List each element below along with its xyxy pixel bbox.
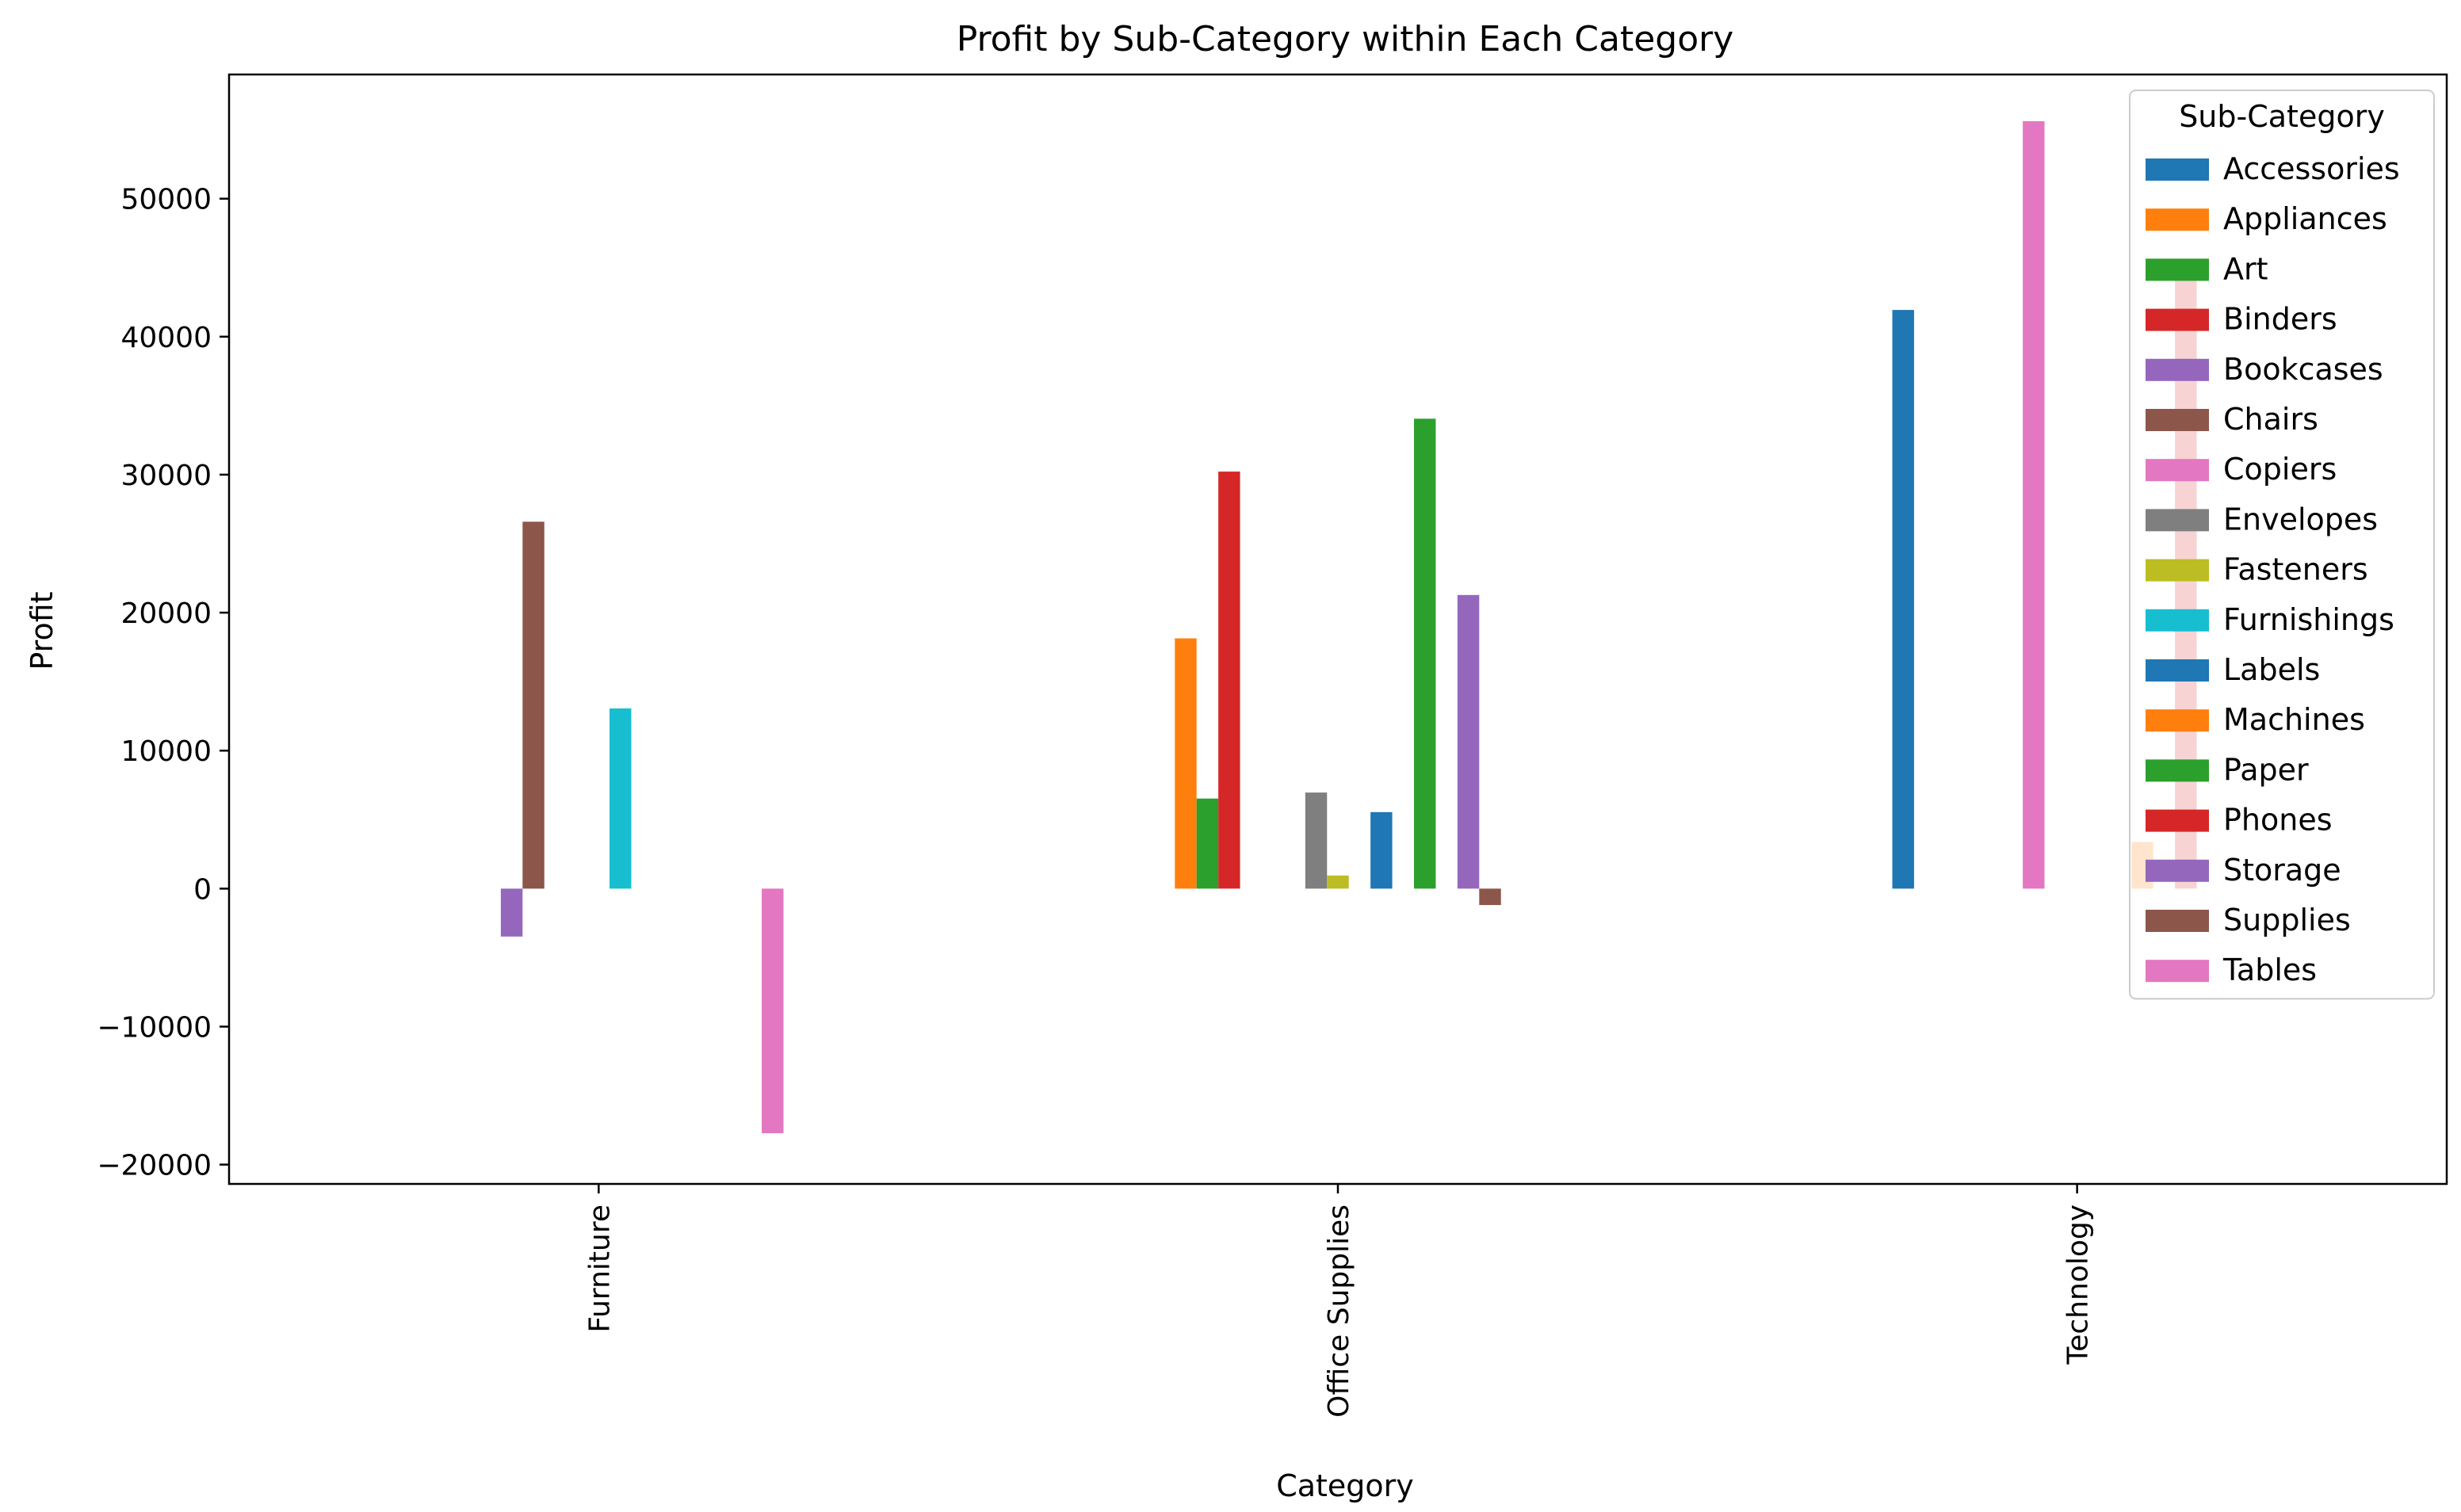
bar-art-office-supplies xyxy=(1196,798,1219,889)
plot-area xyxy=(500,120,2197,1133)
legend-swatch-binders xyxy=(2146,308,2209,331)
legend: Sub-Category Accessories Appliances Art Bind… xyxy=(2129,90,2435,1000)
y-tick-label: 10000 xyxy=(120,735,212,768)
bar-copiers-technology xyxy=(2023,120,2045,889)
legend-label-tables: Tables xyxy=(2222,953,2317,987)
legend-swatch-copiers xyxy=(2146,459,2209,482)
legend-label-appliances: Appliances xyxy=(2223,201,2387,236)
legend-label-copiers: Copiers xyxy=(2223,452,2337,487)
legend-swatch-bookcases xyxy=(2146,358,2209,381)
x-tick-label-technology: Technology xyxy=(2062,1205,2095,1365)
x-tick-label-office-supplies: Office Supplies xyxy=(1323,1205,1355,1418)
legend-swatch-tables xyxy=(2146,960,2209,983)
legend-label-paper: Paper xyxy=(2223,752,2309,787)
legend-swatch-machines xyxy=(2146,709,2209,732)
bar-fasteners-office-supplies xyxy=(1327,875,1349,889)
bar-chairs-furniture xyxy=(522,521,545,889)
y-tick-label: 40000 xyxy=(120,322,212,354)
legend-label-envelopes: Envelopes xyxy=(2223,502,2378,536)
legend-label-fasteners: Fasteners xyxy=(2223,552,2368,587)
bar-storage-office-supplies xyxy=(1457,594,1480,889)
legend-label-storage: Storage xyxy=(2223,853,2341,888)
bar-envelopes-office-supplies xyxy=(1305,792,1328,889)
x-axis-label: Category xyxy=(1276,1468,1414,1503)
axes: −20000 −10000 0 10000 20000 30000 40000 50000 Fu… xyxy=(97,73,2448,1418)
legend-swatch-storage xyxy=(2146,859,2209,882)
legend-swatch-paper xyxy=(2146,759,2209,782)
bar-binders-office-supplies xyxy=(1218,472,1240,889)
legend-swatch-envelopes xyxy=(2146,509,2209,532)
legend-label-accessories: Accessories xyxy=(2223,151,2400,186)
legend-swatch-chairs xyxy=(2146,409,2209,431)
bar-tables-furniture xyxy=(762,888,784,1133)
bar-accessories-technology xyxy=(1892,310,1914,889)
legend-swatch-supplies xyxy=(2146,910,2209,932)
legend-swatch-appliances xyxy=(2146,208,2209,231)
chart-title: Profit by Sub-Category within Each Categ… xyxy=(957,19,1734,59)
y-tick-label: −20000 xyxy=(97,1150,212,1182)
x-tick-label-furniture: Furniture xyxy=(583,1205,616,1333)
legend-label-machines: Machines xyxy=(2223,702,2365,737)
legend-label-furnishings: Furnishings xyxy=(2223,602,2394,637)
y-tick-label: 30000 xyxy=(120,460,212,492)
legend-swatch-accessories xyxy=(2146,158,2209,181)
y-tick-label: 0 xyxy=(193,873,212,906)
legend-label-bookcases: Bookcases xyxy=(2223,352,2383,387)
legend-label-labels: Labels xyxy=(2223,652,2320,687)
plot-frame xyxy=(227,73,2448,1186)
y-axis-label: Profit xyxy=(25,591,59,670)
legend-swatch-labels xyxy=(2146,659,2209,682)
legend-label-supplies: Supplies xyxy=(2223,903,2351,937)
bar-labels-office-supplies xyxy=(1370,811,1393,889)
legend-label-binders: Binders xyxy=(2223,302,2337,337)
bar-supplies-office-supplies xyxy=(1479,888,1501,906)
bar-paper-office-supplies xyxy=(1414,418,1436,889)
bar-bookcases-furniture xyxy=(500,888,523,937)
legend-swatch-fasteners xyxy=(2146,559,2209,582)
legend-title: Sub-Category xyxy=(2179,99,2385,134)
bar-furnishings-furniture xyxy=(610,708,632,889)
y-tick-label: 20000 xyxy=(120,598,212,630)
legend-label-art: Art xyxy=(2223,251,2268,286)
bar-appliances-office-supplies xyxy=(1175,638,1197,889)
legend-swatch-furnishings xyxy=(2146,609,2209,632)
legend-label-phones: Phones xyxy=(2223,803,2333,838)
legend-label-chairs: Chairs xyxy=(2223,402,2318,437)
legend-swatch-phones xyxy=(2146,809,2209,832)
legend-swatch-art xyxy=(2146,258,2209,281)
y-tick-label: 50000 xyxy=(120,184,212,216)
y-tick-label: −10000 xyxy=(97,1011,212,1044)
